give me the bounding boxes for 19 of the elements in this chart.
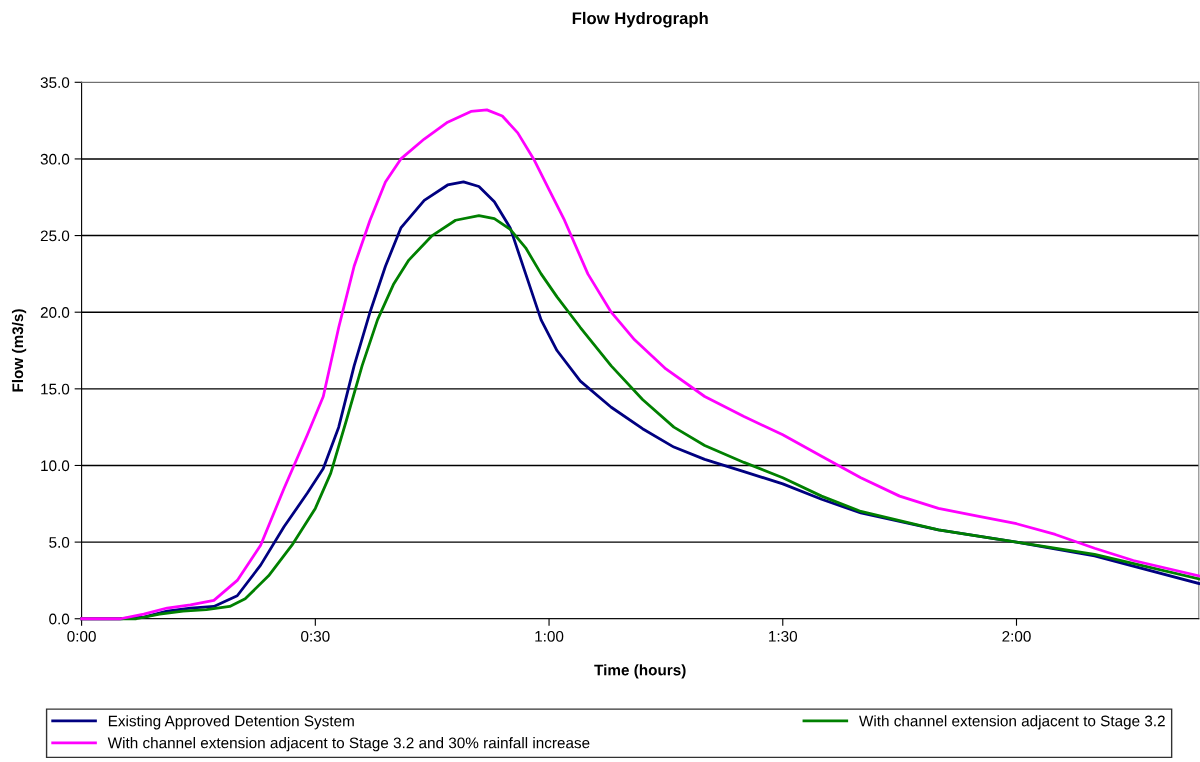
y-tick-label: 10.0: [41, 460, 70, 472]
legend-label: With channel extension adjacent to Stage 3.2: [859, 715, 1165, 730]
y-tick-label: 0.0: [49, 613, 70, 625]
x-axis-title: Time (hours): [594, 664, 686, 679]
chart-title: Flow Hydrograph: [572, 11, 708, 28]
y-tick-label: 25.0: [40, 230, 70, 242]
legend-label: Existing Approved Detention System: [108, 715, 354, 730]
x-tick-label: 0:00: [67, 630, 96, 642]
y-axis-title: Flow (m3/s): [11, 309, 27, 392]
x-tick-label: 2:00: [1002, 630, 1031, 642]
legend-label: With channel extension adjacent to Stage 3.2 and 30% rainfall increase: [107, 737, 590, 752]
y-tick-label: 20.0: [40, 307, 70, 318]
x-tick-label: 1:00: [535, 630, 564, 642]
y-tick-label: 5.0: [49, 536, 70, 548]
y-tick-label: 15.0: [41, 383, 70, 395]
x-tick-label: 0:30: [301, 630, 330, 642]
x-tick-label: 1:30: [769, 630, 798, 642]
y-tick-label: 30.0: [40, 153, 70, 165]
y-tick-label: 35.0: [40, 77, 70, 88]
